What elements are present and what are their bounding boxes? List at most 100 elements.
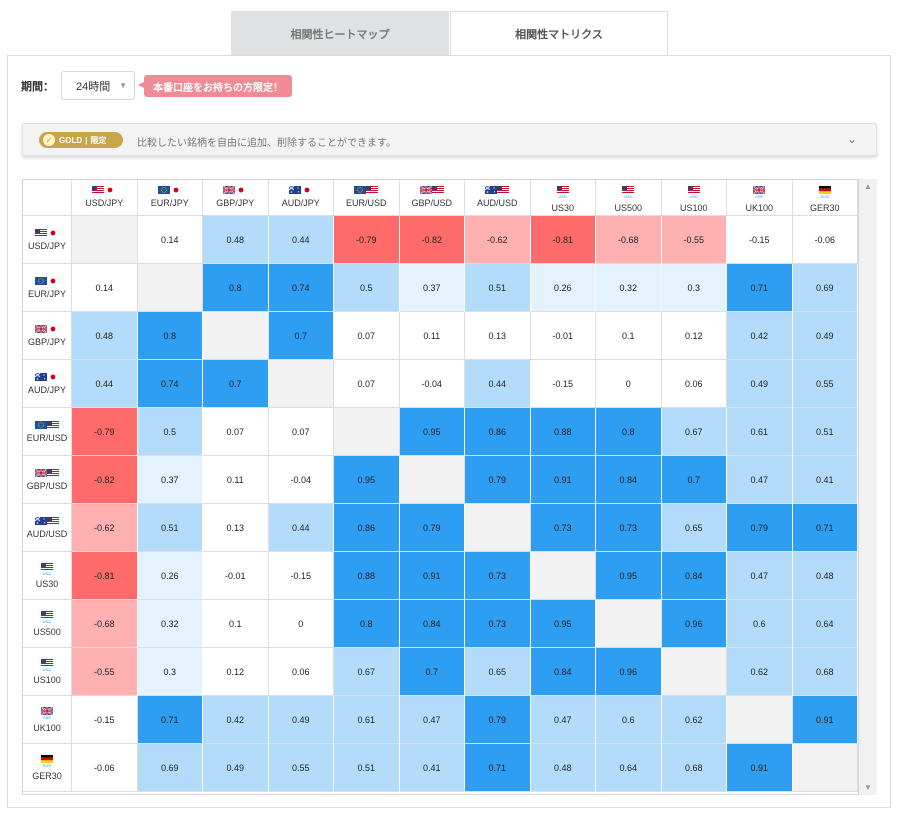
matrix-cell: 0.67 <box>334 648 400 696</box>
matrix-cell: -0.55 <box>72 648 138 696</box>
matrix-cell: -0.01 <box>530 312 596 360</box>
correlation-matrix: USD/JPY EUR/JPY GBP/JPY AUD/JPY EUR/USD GBP/U… <box>22 179 859 795</box>
column-header-label: GBP/USD <box>411 198 452 208</box>
index-currency-label: USD <box>558 194 567 199</box>
us-flag-icon <box>35 229 47 237</box>
matrix-cell: 0.71 <box>137 696 203 744</box>
matrix-cell: 0.51 <box>792 408 858 456</box>
matrix-cell: 0.13 <box>465 312 531 360</box>
matrix-cell: 0.62 <box>727 648 793 696</box>
flag-pair-icon <box>556 185 569 194</box>
index-flag-icon: GBP <box>753 185 766 199</box>
matrix-cell: -0.62 <box>72 504 138 552</box>
matrix-corner <box>23 180 72 216</box>
matrix-cell: 0.95 <box>399 408 465 456</box>
matrix-cell: 0.69 <box>792 264 858 312</box>
row-header-label: GBP/JPY <box>27 336 66 347</box>
row-header-label: AUD/USD <box>26 528 68 539</box>
matrix-cell: 0.14 <box>72 264 138 312</box>
matrix-cell: 0.73 <box>465 600 531 648</box>
matrix-cell: 0.51 <box>137 504 203 552</box>
au-flag-icon <box>485 185 498 194</box>
matrix-cell: 0.44 <box>268 504 334 552</box>
matrix-cell: 0.1 <box>596 312 662 360</box>
matrix-cell: 0.5 <box>137 408 203 456</box>
tab-matrix[interactable]: 相関性マトリクス <box>450 11 668 56</box>
us-flag-icon <box>497 185 510 194</box>
row-header: AUD/JPY <box>23 360 72 408</box>
row-header-label: EUR/USD <box>26 432 68 443</box>
flag-pair-icon <box>157 185 182 194</box>
matrix-scrollbar[interactable]: ▲ ▼ <box>859 179 877 795</box>
matrix-cell: 0.41 <box>792 456 858 504</box>
column-header: GBP/USD <box>399 180 465 216</box>
matrix-cell: 0.3 <box>137 648 203 696</box>
column-header: USD/JPY <box>72 180 138 216</box>
matrix-cell: 0.55 <box>268 744 334 792</box>
row-header-label: US500 <box>33 627 61 637</box>
flag-pair-icon <box>92 185 117 194</box>
matrix-cell: 0.47 <box>399 696 465 744</box>
matrix-cell: -0.79 <box>72 408 138 456</box>
matrix-cell: 0.44 <box>72 360 138 408</box>
gold-badge: ✓ GOLD | 限定 <box>39 132 123 148</box>
matrix-cell: 0.44 <box>465 360 531 408</box>
matrix-cell: -0.55 <box>661 216 727 264</box>
row-header: GBP/USD <box>23 456 72 504</box>
row-header: GBP UK100 <box>23 696 72 744</box>
column-header-label: US500 <box>614 203 643 213</box>
us-flag-icon <box>41 562 53 571</box>
matrix-cell-diagonal <box>334 408 400 456</box>
us-flag-icon <box>41 658 53 667</box>
us-flag-icon <box>41 610 53 619</box>
matrix-cell: -0.82 <box>72 456 138 504</box>
matrix-cell-diagonal <box>792 744 858 792</box>
matrix-cell: 0 <box>268 600 334 648</box>
matrix-cell: 0.74 <box>137 360 203 408</box>
flag-pair-icon <box>485 185 510 194</box>
chevron-down-icon[interactable]: ⌄ <box>846 132 857 146</box>
matrix-cell: 0.88 <box>530 408 596 456</box>
gb-flag-icon <box>41 706 53 715</box>
jp-flag-icon <box>47 277 59 285</box>
chevron-down-icon: ▼ <box>119 81 127 90</box>
flag-pair-icon <box>41 610 53 619</box>
matrix-cell: 0.91 <box>399 552 465 600</box>
row-header: USD US30 <box>23 552 72 600</box>
matrix-cell: -0.06 <box>792 216 858 264</box>
matrix-cell: 0.11 <box>203 456 269 504</box>
tab-heatmap[interactable]: 相関性ヒートマップ <box>231 11 449 55</box>
matrix-cell-diagonal <box>268 360 334 408</box>
matrix-cell: 0.64 <box>792 600 858 648</box>
matrix-cell: 0.32 <box>137 600 203 648</box>
row-header: USD/JPY <box>23 216 72 264</box>
matrix-cell-diagonal <box>465 504 531 552</box>
period-select[interactable]: 24時間 ▼ <box>61 71 135 100</box>
us-flag-icon <box>687 185 700 194</box>
caret-left-icon: ◀ <box>138 80 145 89</box>
us-flag-icon <box>47 517 59 525</box>
row-header: USD US500 <box>23 600 72 648</box>
flag-pair-icon <box>41 658 53 667</box>
us-flag-icon <box>431 185 444 194</box>
scroll-up-icon[interactable]: ▲ <box>864 182 872 191</box>
matrix-cell-diagonal <box>661 648 727 696</box>
matrix-cell: 0.48 <box>792 552 858 600</box>
matrix-cell: 0.11 <box>399 312 465 360</box>
row-header-label: EUR/JPY <box>27 288 66 299</box>
flag-pair-icon <box>41 562 53 571</box>
matrix-cell: 0.8 <box>334 600 400 648</box>
matrix-cell: 0.95 <box>596 552 662 600</box>
gb-flag-icon <box>223 185 236 194</box>
matrix-cell-diagonal <box>137 264 203 312</box>
matrix-cell: 0.26 <box>530 264 596 312</box>
matrix-cell: 0.8 <box>203 264 269 312</box>
column-header: USD US500 <box>596 180 662 216</box>
scroll-down-icon[interactable]: ▼ <box>864 783 872 792</box>
row-header-label: UK100 <box>33 723 61 733</box>
index-currency-label: USD <box>42 619 52 624</box>
scrollbar-thumb[interactable] <box>862 195 874 779</box>
gold-feature-bar[interactable]: ✓ GOLD | 限定 比較したい銘柄を自由に追加、削除することができます。 ⌄ <box>22 123 877 156</box>
column-header-label: UK100 <box>745 203 774 213</box>
index-currency-label: GBP <box>755 194 764 199</box>
